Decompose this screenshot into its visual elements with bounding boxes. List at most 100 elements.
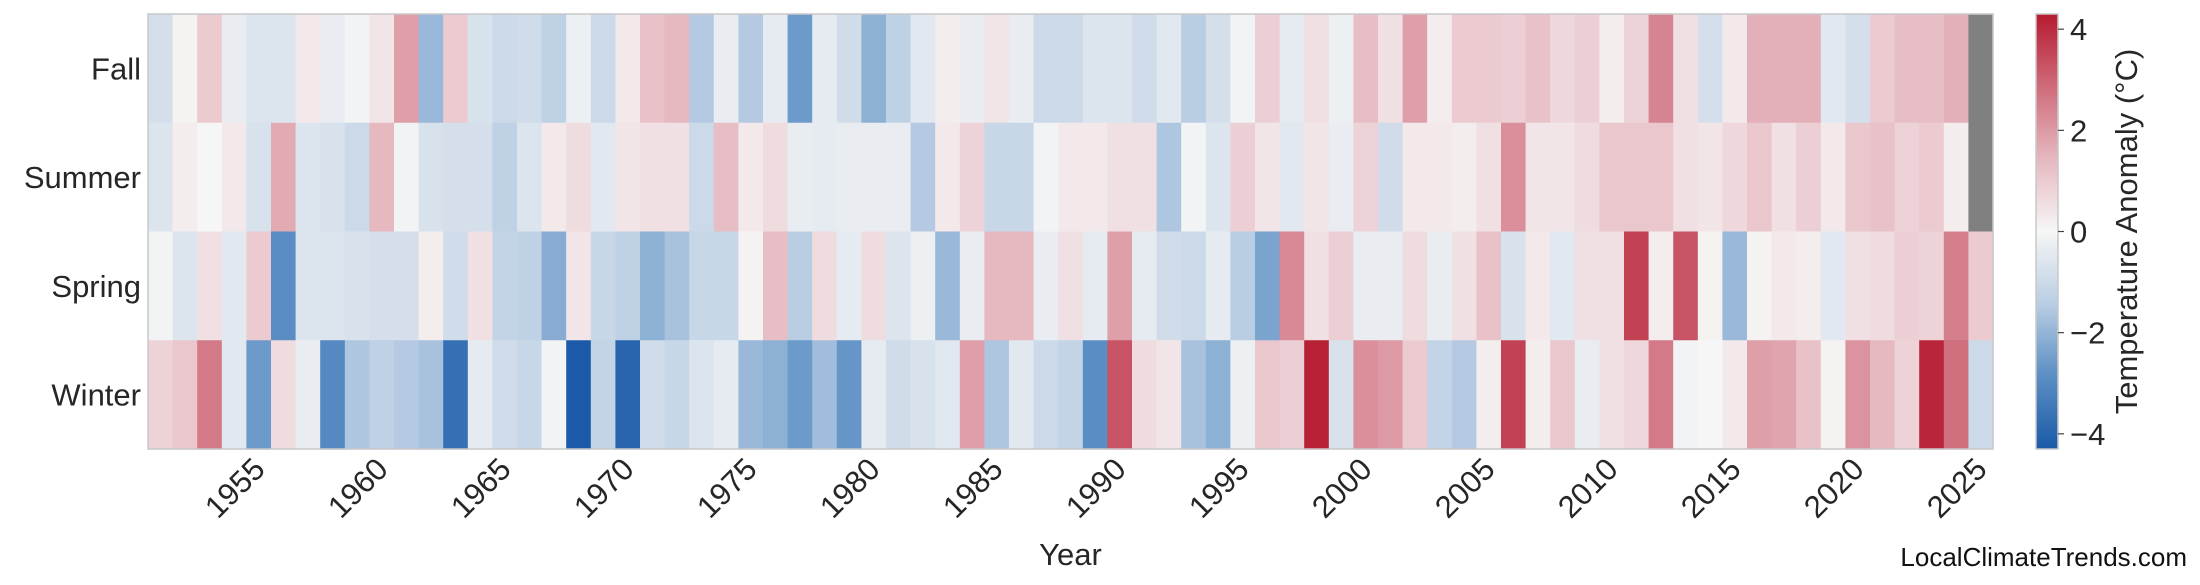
heatmap-cell xyxy=(1132,14,1158,124)
heatmap-cell xyxy=(541,122,567,233)
heatmap-cell xyxy=(1771,340,1797,450)
heatmap-cell xyxy=(1722,122,1748,233)
heatmap-cell xyxy=(886,14,912,124)
x-tick-label: 1980 xyxy=(813,451,887,525)
heatmap-cell xyxy=(1205,14,1231,124)
heatmap-cell xyxy=(566,231,592,341)
x-tick-label: 1970 xyxy=(567,451,641,525)
heatmap-cell xyxy=(1796,231,1822,341)
heatmap-cell xyxy=(246,231,272,341)
heatmap-cell xyxy=(1771,231,1797,341)
heatmap-cell xyxy=(1574,122,1600,233)
heatmap-cell xyxy=(443,340,469,450)
heatmap-cell xyxy=(1304,14,1330,124)
heatmap-cell xyxy=(344,231,370,341)
heatmap-cell xyxy=(295,14,321,124)
heatmap-cell xyxy=(689,340,715,450)
heatmap-cell xyxy=(1402,14,1428,124)
heatmap-cell xyxy=(566,122,592,233)
heatmap-cell xyxy=(443,122,469,233)
heatmap-cell xyxy=(615,122,641,233)
heatmap-cell xyxy=(1279,340,1305,450)
heatmap-cell xyxy=(1599,231,1625,341)
heatmap-cell xyxy=(1525,231,1551,341)
heatmap-cell xyxy=(1328,14,1354,124)
heatmap-cell xyxy=(886,340,912,450)
heatmap-cell xyxy=(1648,14,1674,124)
heatmap-cell xyxy=(369,340,395,450)
heatmap-cell xyxy=(640,122,666,233)
y-tick-label: Fall xyxy=(91,51,141,86)
heatmap-cell xyxy=(640,231,666,341)
heatmap-cell xyxy=(812,14,838,124)
heatmap-cell xyxy=(1624,340,1650,450)
heatmap-cell xyxy=(1919,14,1945,124)
heatmap-cell xyxy=(1870,122,1896,233)
heatmap-cell xyxy=(1919,340,1945,450)
heatmap-cell xyxy=(1402,340,1428,450)
heatmap-cell xyxy=(1968,231,1994,341)
heatmap-cell xyxy=(812,122,838,233)
heatmap-cell xyxy=(787,122,813,233)
heatmap-cell xyxy=(1624,14,1650,124)
heatmap-cell xyxy=(1156,122,1182,233)
heatmap-cell xyxy=(1255,122,1281,233)
heatmap-cell xyxy=(517,14,543,124)
heatmap-cell xyxy=(492,122,518,233)
heatmap-cell xyxy=(1943,231,1969,341)
x-tick-label: 1990 xyxy=(1059,451,1133,525)
heatmap-cell xyxy=(1624,122,1650,233)
heatmap-cell xyxy=(640,14,666,124)
heatmap-cell xyxy=(1082,340,1108,450)
heatmap-cell xyxy=(418,231,444,341)
heatmap-cell xyxy=(1722,14,1748,124)
heatmap-cell xyxy=(1870,14,1896,124)
heatmap-cell xyxy=(615,14,641,124)
heatmap-cell xyxy=(1845,340,1871,450)
x-tick-label: 2025 xyxy=(1920,451,1994,525)
heatmap-cell xyxy=(1648,231,1674,341)
heatmap-cell xyxy=(1673,340,1699,450)
heatmap-cell xyxy=(1943,122,1969,233)
heatmap-cell xyxy=(1919,231,1945,341)
heatmap-cell xyxy=(861,340,887,450)
heatmap-cell xyxy=(1328,122,1354,233)
heatmap-cell xyxy=(1722,231,1748,341)
heatmap-cell xyxy=(295,340,321,450)
heatmap-cell xyxy=(1550,231,1576,341)
heatmap-cell xyxy=(541,14,567,124)
heatmap-cell xyxy=(1919,122,1945,233)
heatmap-cell xyxy=(664,231,690,341)
x-tick-label: 2020 xyxy=(1797,451,1871,525)
heatmap-cell xyxy=(148,231,174,341)
heatmap-cell xyxy=(1525,14,1551,124)
heatmap-cell xyxy=(1181,231,1207,341)
heatmap-cell xyxy=(1796,122,1822,233)
heatmap-cell xyxy=(172,14,198,124)
heatmap-cell xyxy=(1279,14,1305,124)
heatmap-cell xyxy=(221,14,247,124)
heatmap-cell xyxy=(172,231,198,341)
heatmap-cell xyxy=(418,14,444,124)
heatmap-cell xyxy=(935,122,961,233)
heatmap-cell xyxy=(517,122,543,233)
heatmap-cell xyxy=(271,231,297,341)
heatmap-cell xyxy=(148,122,174,233)
heatmap-cell xyxy=(1107,14,1133,124)
heatmap-cell xyxy=(1845,122,1871,233)
heatmap-cell xyxy=(1747,122,1773,233)
heatmap-cell xyxy=(1353,122,1379,233)
heatmap-cell xyxy=(1009,340,1035,450)
heatmap-cell xyxy=(197,122,223,233)
heatmap-cell xyxy=(1771,14,1797,124)
heatmap-cell xyxy=(1550,122,1576,233)
heatmap-cell xyxy=(959,340,985,450)
heatmap-cell xyxy=(1279,231,1305,341)
heatmap-cell xyxy=(984,14,1010,124)
heatmap-cell xyxy=(1697,340,1723,450)
heatmap-cell xyxy=(1230,14,1256,124)
heatmap-cell xyxy=(1205,122,1231,233)
heatmap-cell xyxy=(172,122,198,233)
heatmap-cell xyxy=(1845,14,1871,124)
plot-frame xyxy=(147,13,1994,450)
